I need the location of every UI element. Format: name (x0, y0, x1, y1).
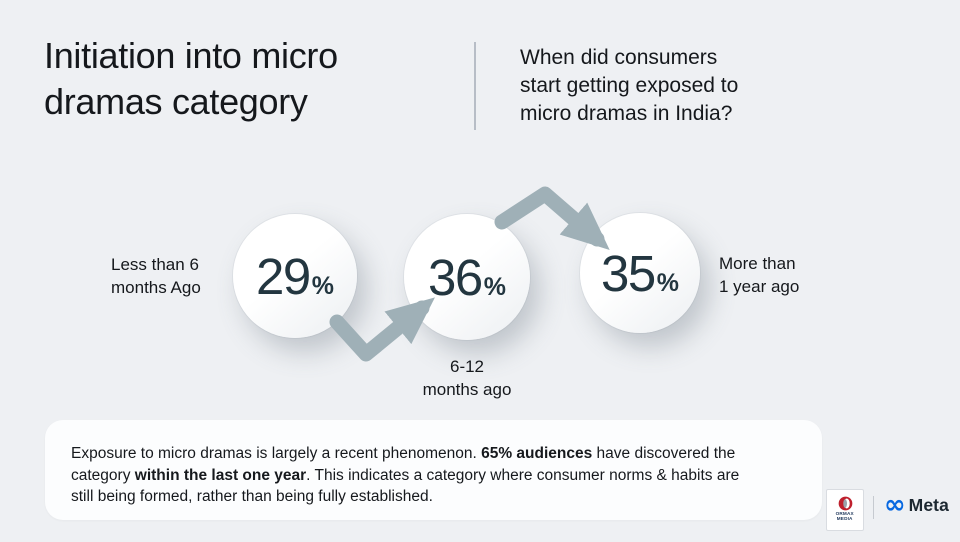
stat-number: 29 (256, 247, 311, 305)
arrow-step2-to-step3-icon (494, 186, 610, 250)
ormax-word-1: ORMAX (835, 512, 855, 517)
stat-value: 29 % (256, 251, 334, 302)
question-line-1: When did consumers (520, 46, 718, 69)
summary-text: Exposure to micro dramas is largely a re… (71, 445, 740, 505)
page-title: Initiation into micro dramas category (44, 33, 338, 125)
question-line-2: start getting exposed to (520, 74, 739, 97)
stat-number: 36 (428, 248, 483, 306)
stat-circle-more-than-1-year: 35 % (580, 213, 700, 333)
meta-wordmark: Meta (908, 494, 949, 515)
label-less-than-6-months: Less than 6 months Ago (111, 253, 201, 299)
stat-value: 36 % (428, 252, 506, 303)
meta-infinity-icon: ∞ (884, 490, 906, 520)
ormax-word-2: MEDIA (837, 516, 853, 522)
ormax-wordmark: ORMAX MEDIA (836, 512, 854, 521)
title-line-1: Initiation into micro (44, 35, 338, 76)
label-line: months Ago (111, 278, 201, 297)
label-more-than-1-year: More than 1 year ago (719, 252, 799, 298)
ormax-sphere-icon (838, 496, 852, 511)
percent-sign: % (311, 271, 334, 300)
label-line: months ago (422, 380, 512, 399)
label-6-12-months: 6-12 months ago (404, 355, 530, 401)
label-line: 1 year ago (719, 277, 800, 296)
label-line: Less than 6 (111, 255, 199, 274)
summary-card: Exposure to micro dramas is largely a re… (45, 420, 822, 520)
question-line-3: micro dramas in India? (520, 102, 733, 125)
percent-sign: % (656, 268, 679, 297)
stat-number: 35 (601, 244, 656, 302)
title-line-2: dramas category (44, 81, 308, 122)
subtitle-question: When did consumers start getting exposed… (520, 44, 738, 128)
meta-logo: ∞ Meta (884, 490, 949, 520)
stat-circle-less-than-6-months: 29 % (233, 214, 357, 338)
label-line: 6-12 (449, 357, 485, 376)
stat-value: 35 % (601, 248, 679, 299)
arrow-step1-to-step2-icon (329, 297, 435, 362)
ormax-media-logo: ORMAX MEDIA (826, 489, 864, 531)
footer-logo-divider (873, 496, 874, 519)
percent-sign: % (483, 272, 506, 301)
header-divider (474, 42, 476, 130)
stat-circle-6-12-months: 36 % (404, 214, 530, 340)
label-line: More than (719, 254, 796, 273)
